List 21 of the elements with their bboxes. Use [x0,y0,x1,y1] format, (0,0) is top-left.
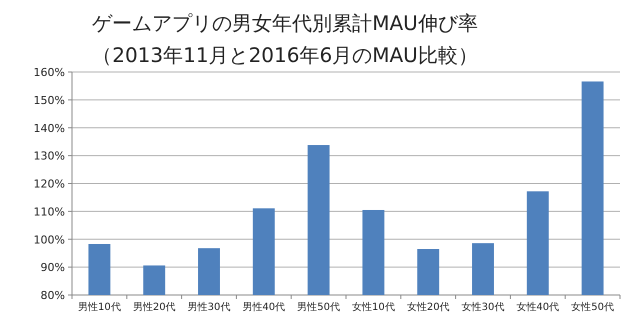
y-tick-label: 160% [34,66,65,79]
y-tick-label: 150% [34,94,65,107]
x-tick-label: 男性50代 [297,301,340,313]
y-tick-label: 80% [40,289,65,302]
chart-subtitle: （2013年11月と2016年6月のMAU比較） [92,43,478,67]
x-tick-label: 女性40代 [516,301,560,313]
y-tick-label: 110% [34,205,65,218]
x-tick-label: 女性10代 [352,301,395,313]
y-tick-label: 100% [34,233,65,246]
chart-title: ゲームアプリの男女年代別累計MAU伸び率 [92,11,478,35]
x-tick-label: 女性50代 [571,301,614,313]
x-tick-label: 男性10代 [78,301,121,313]
y-tick-label: 90% [40,261,65,274]
x-tick-label: 男性40代 [242,301,286,313]
y-tick-label: 140% [34,122,65,135]
y-tick-label: 120% [34,178,65,190]
x-tick-label: 女性30代 [462,301,504,313]
y-tick-label: 130% [34,150,65,163]
x-tick-label: 男性20代 [132,301,176,313]
x-tick-label: 男性30代 [188,301,230,313]
x-tick-label: 女性20代 [406,301,450,313]
